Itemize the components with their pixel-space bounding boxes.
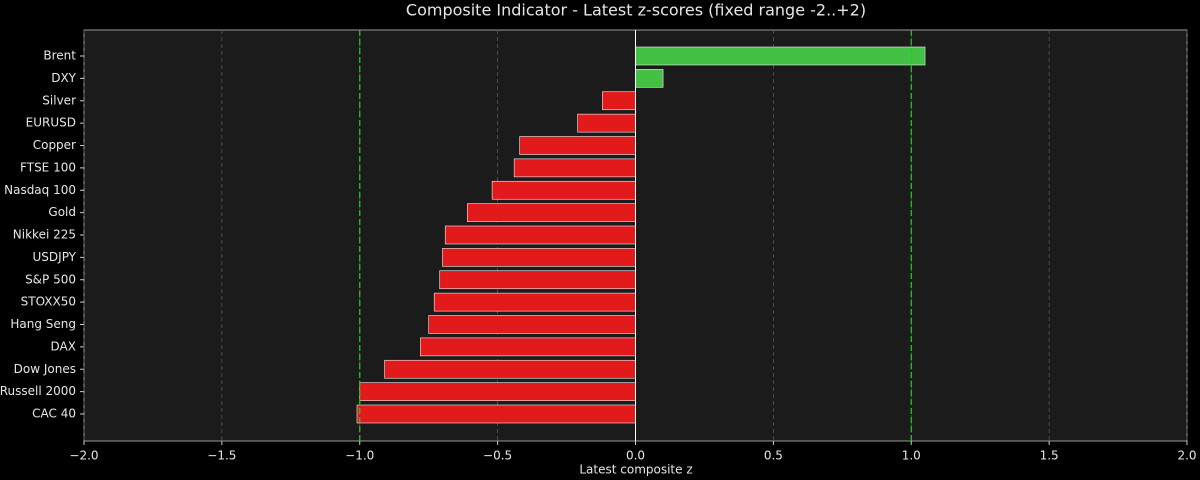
y-tick-label: Brent — [43, 49, 76, 63]
y-tick-label: Copper — [33, 138, 76, 152]
y-tick-label: USDJPY — [33, 250, 77, 264]
x-tick-label: −1.5 — [207, 449, 236, 463]
y-tick-label: Nasdaq 100 — [4, 183, 76, 197]
bar — [491, 180, 636, 200]
y-tick-label: Hang Seng — [10, 317, 76, 331]
x-tick-label: 1.0 — [902, 449, 921, 463]
x-tick-label: 1.5 — [1040, 449, 1059, 463]
bar — [359, 382, 636, 401]
bar — [519, 136, 636, 155]
y-tick-label: Dow Jones — [14, 362, 76, 376]
y-tick-label: FTSE 100 — [20, 160, 76, 174]
bar — [442, 248, 636, 267]
y-tick-label: Russell 2000 — [0, 384, 76, 398]
bar — [384, 359, 636, 379]
bar — [420, 337, 636, 357]
x-tick-label: 2.0 — [1177, 449, 1196, 463]
bar — [513, 158, 636, 178]
x-tick-label: 0.5 — [764, 449, 783, 463]
y-tick-label: Nikkei 225 — [13, 228, 76, 242]
bar — [428, 315, 636, 334]
y-tick-label: CAC 40 — [32, 407, 76, 421]
bar — [466, 203, 636, 222]
chart-title: Composite Indicator - Latest z-scores (f… — [406, 1, 866, 20]
x-axis-label: Latest composite z — [579, 463, 692, 477]
y-tick-label: STOXX50 — [21, 295, 76, 309]
y-tick-label: Silver — [42, 93, 76, 107]
bar — [444, 225, 636, 245]
bar — [635, 69, 664, 88]
bar — [577, 113, 636, 133]
y-tick-label: DAX — [51, 339, 76, 353]
y-tick-label: S&P 500 — [25, 272, 76, 286]
bar — [602, 91, 636, 111]
bar — [356, 404, 636, 424]
x-tick-label: −2.0 — [69, 449, 98, 463]
bar — [635, 46, 926, 66]
y-tick-label: Gold — [48, 205, 76, 219]
x-tick-label: 0.0 — [626, 449, 645, 463]
bar — [433, 292, 636, 312]
x-tick-label: −0.5 — [483, 449, 512, 463]
bar — [439, 270, 636, 290]
y-tick-label: DXY — [51, 71, 76, 85]
y-tick-label: EURUSD — [26, 116, 76, 130]
x-tick-label: −1.0 — [345, 449, 374, 463]
